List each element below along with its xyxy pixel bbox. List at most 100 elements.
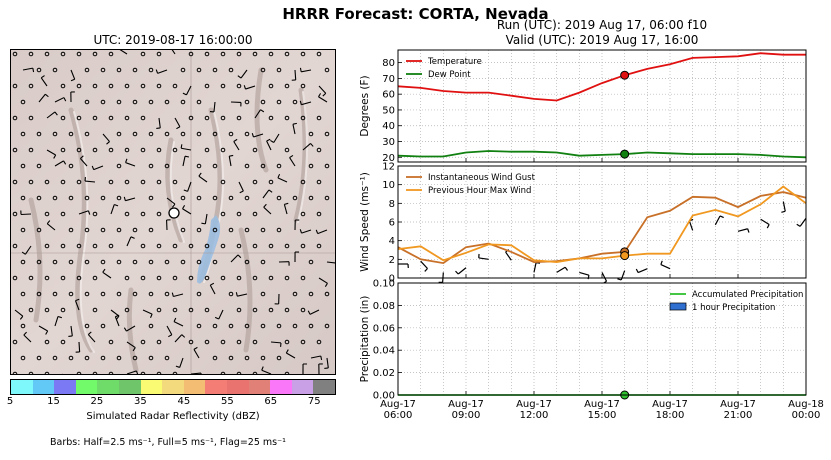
colorbar-tick-label: 5	[6, 396, 14, 407]
calm-wind-marker	[28, 83, 34, 89]
figure-title: HRRR Forecast: CORTA, Nevada	[282, 5, 549, 23]
calm-wind-marker	[44, 371, 50, 374]
calm-wind-marker	[244, 259, 250, 265]
wind-barb	[74, 298, 80, 311]
wind-barb	[266, 138, 272, 151]
wind-barbs-series	[398, 201, 807, 284]
colorbar-cell	[313, 380, 335, 394]
calm-wind-marker	[164, 99, 170, 105]
calm-wind-marker	[108, 371, 114, 374]
calm-wind-marker	[12, 179, 18, 185]
calm-wind-marker	[76, 147, 82, 153]
calm-wind-marker	[220, 147, 226, 153]
calm-wind-marker	[12, 51, 18, 57]
colorbar-cell	[291, 380, 314, 394]
calm-wind-marker	[52, 195, 58, 201]
wind-barb	[315, 229, 328, 235]
calm-wind-marker	[204, 83, 210, 89]
calm-wind-marker	[20, 195, 26, 201]
x-tick-label: 06:00	[384, 410, 413, 421]
y-tick-label: 0.02	[373, 368, 395, 379]
calm-wind-marker	[124, 211, 130, 217]
colorbar-cell	[183, 380, 206, 394]
current-time-marker	[620, 251, 630, 261]
calm-wind-marker	[172, 371, 178, 374]
calm-wind-marker	[172, 147, 178, 153]
calm-wind-marker	[140, 243, 146, 249]
colorbar-cell	[97, 380, 119, 394]
calm-wind-marker	[84, 291, 90, 297]
wind-barb	[126, 370, 139, 374]
calm-wind-marker	[148, 227, 154, 233]
calm-wind-marker	[116, 163, 122, 169]
calm-wind-marker	[156, 179, 162, 185]
calm-wind-marker	[220, 275, 226, 281]
calm-wind-marker	[196, 195, 202, 201]
calm-wind-marker	[308, 291, 314, 297]
wind-barb	[285, 349, 296, 359]
calm-wind-marker	[92, 275, 98, 281]
calm-wind-marker	[12, 275, 18, 281]
calm-wind-marker	[148, 323, 154, 329]
y-tick-label: 4	[389, 236, 395, 247]
calm-wind-marker	[60, 275, 66, 281]
map-title: UTC: 2019-08-17 16:00:00	[93, 33, 253, 47]
wind-barb	[174, 117, 181, 130]
y-tick-label: 6	[389, 218, 395, 229]
calm-wind-marker	[308, 195, 314, 201]
calm-wind-marker	[276, 323, 282, 329]
wind-barb	[182, 155, 190, 167]
wind-barb	[70, 91, 75, 103]
wind-barb	[166, 219, 171, 231]
calm-wind-marker	[52, 131, 58, 137]
calm-wind-marker	[316, 211, 322, 217]
y-tick-label: 10	[382, 180, 395, 191]
calm-wind-marker	[76, 115, 82, 121]
colorbar-tick-label: 15	[47, 396, 60, 407]
calm-wind-marker	[324, 131, 330, 137]
calm-wind-marker	[84, 227, 90, 233]
calm-wind-marker	[28, 51, 34, 57]
wind-barb	[78, 210, 91, 215]
calm-wind-marker	[164, 131, 170, 137]
wind-barb	[299, 229, 312, 234]
calm-wind-marker	[12, 115, 18, 121]
calm-wind-marker	[28, 275, 34, 281]
y-tick-label: 80	[382, 58, 395, 69]
calm-wind-marker	[276, 227, 282, 233]
wind-barb	[243, 85, 256, 90]
calm-wind-marker	[180, 131, 186, 137]
calm-wind-marker	[20, 163, 26, 169]
wind-barb	[180, 144, 192, 151]
calm-wind-marker	[252, 211, 258, 217]
y-tick-label: 8	[389, 199, 395, 210]
calm-wind-marker	[212, 67, 218, 73]
calm-wind-marker	[276, 163, 282, 169]
calm-wind-marker	[36, 355, 42, 361]
calm-wind-marker	[300, 179, 306, 185]
wind-barb	[289, 154, 296, 167]
calm-wind-marker	[44, 211, 50, 217]
calm-wind-marker	[180, 99, 186, 105]
calm-wind-marker	[252, 339, 258, 345]
wind-barb	[183, 181, 192, 192]
wind-barb	[278, 261, 290, 266]
wind-barb	[209, 282, 216, 295]
calm-wind-marker	[84, 99, 90, 105]
calm-wind-marker	[148, 195, 154, 201]
wind-barb	[142, 309, 153, 318]
y-tick-label: 0	[389, 274, 395, 285]
y-tick-label: 50	[382, 105, 395, 116]
calm-wind-marker	[228, 323, 234, 329]
calm-wind-marker	[284, 307, 290, 313]
calm-wind-marker	[92, 371, 98, 374]
wind-barb	[201, 213, 208, 225]
wind-barb	[294, 219, 300, 231]
calm-wind-marker	[44, 307, 50, 313]
calm-wind-marker	[68, 163, 74, 169]
series-line	[397, 191, 807, 265]
calm-wind-marker	[316, 147, 322, 153]
calm-wind-marker	[156, 243, 162, 249]
wind-barb	[166, 325, 173, 338]
calm-wind-marker	[212, 323, 218, 329]
